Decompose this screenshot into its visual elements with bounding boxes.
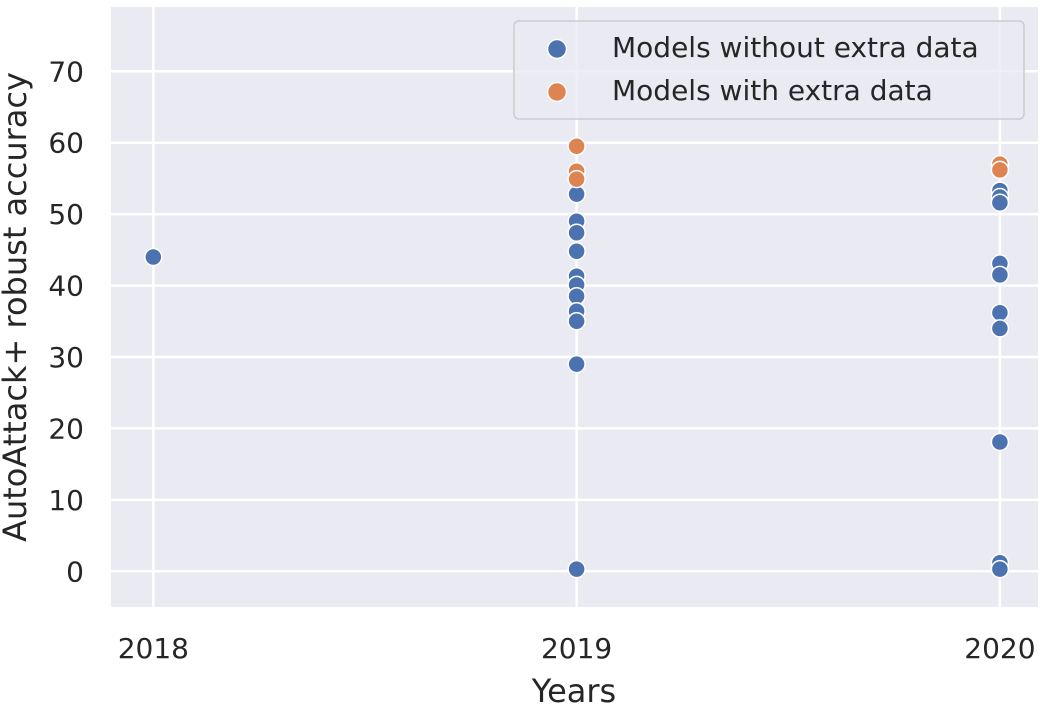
y-tick-label: 20 — [48, 412, 84, 445]
data-point-without-extra-data — [990, 319, 1010, 338]
data-point-without-extra-data — [990, 432, 1010, 452]
y-tick-label: 30 — [48, 341, 84, 374]
data-point-without-extra-data — [990, 265, 1010, 285]
y-axis-title: AutoAttack+ robust accuracy — [0, 72, 34, 542]
y-tick-label: 50 — [48, 198, 84, 231]
x-tick-labels: 2018 2019 2020 — [118, 632, 1036, 665]
data-point-without-extra-data — [144, 247, 163, 267]
data-point-without-extra-data — [990, 193, 1010, 212]
y-tick-label: 0 — [66, 555, 84, 588]
x-axis-title: Years — [531, 672, 616, 709]
data-point-without-extra-data — [567, 312, 586, 331]
x-tick-label: 2019 — [541, 632, 612, 665]
y-tick-labels: 0 10 20 30 40 50 60 70 — [48, 55, 84, 588]
legend-label-with-extra-data: Models with extra data — [612, 74, 933, 107]
x-tick-label: 2020 — [964, 632, 1035, 665]
legend: Models without extra data Models with ex… — [513, 20, 1025, 120]
legend-frame — [513, 20, 1025, 120]
y-tick-label: 10 — [48, 484, 84, 517]
data-point-without-extra-data — [567, 354, 586, 374]
data-point-without-extra-data — [567, 559, 586, 579]
data-point-with-extra-data — [567, 137, 586, 156]
legend-label-without-extra-data: Models without extra data — [612, 31, 979, 64]
legend-marker-without-extra-data — [546, 38, 568, 60]
data-point-without-extra-data — [567, 223, 586, 242]
data-point-without-extra-data — [990, 559, 1010, 579]
y-tick-label: 40 — [48, 270, 84, 303]
y-tick-label: 60 — [48, 127, 84, 160]
data-point-without-extra-data — [990, 303, 1010, 322]
x-tick-label: 2018 — [118, 632, 189, 665]
y-tick-label: 70 — [48, 55, 84, 88]
legend-marker-with-extra-data — [546, 81, 568, 103]
data-points — [144, 137, 1010, 579]
data-point-with-extra-data — [567, 169, 586, 189]
data-point-without-extra-data — [567, 242, 586, 261]
data-point-with-extra-data — [990, 160, 1010, 180]
